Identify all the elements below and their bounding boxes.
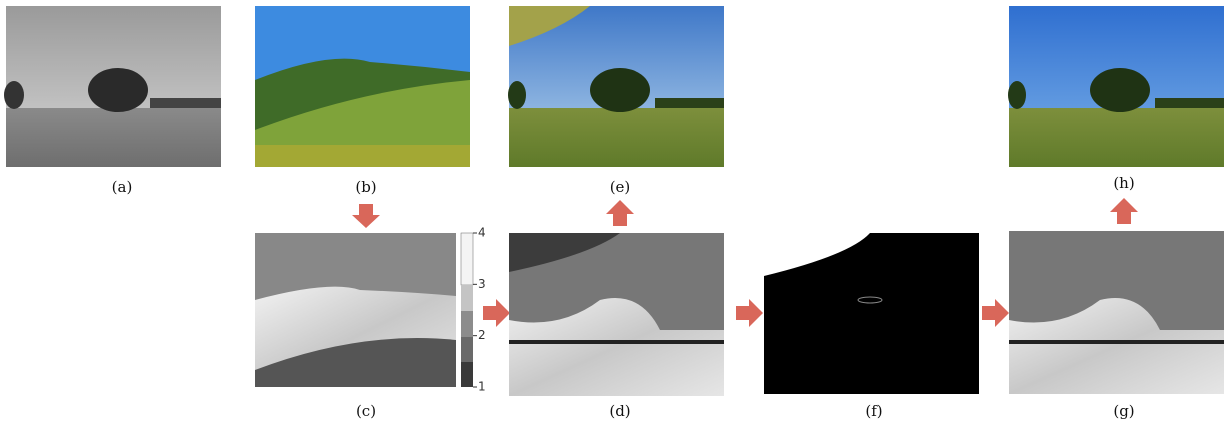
panel-label: (c) — [356, 402, 376, 420]
image-f — [764, 233, 979, 394]
image-h — [1008, 6, 1224, 167]
arrow-right — [483, 299, 510, 327]
image-a — [4, 6, 221, 167]
arrow-right — [982, 299, 1009, 327]
colorbar-tick-label: 2 — [478, 328, 486, 342]
image-g — [1009, 231, 1224, 394]
panel-label: (h) — [1113, 174, 1134, 192]
panel-label: (b) — [355, 178, 376, 196]
panel-label: (e) — [610, 178, 631, 196]
colorbar-tick-label: 3 — [478, 277, 486, 291]
colorbar — [460, 232, 474, 387]
panel-label: (a) — [112, 178, 133, 196]
panel-label: (g) — [1113, 402, 1134, 420]
image-c — [255, 233, 456, 387]
panel-label: (d) — [609, 402, 630, 420]
arrow-down — [352, 204, 380, 228]
colorbar-tick-label: 4 — [478, 226, 486, 240]
panel-label: (f) — [865, 402, 882, 420]
colorbar-tick-label: 1 — [478, 380, 486, 394]
arrow-right — [736, 299, 763, 327]
arrow-up — [606, 200, 634, 226]
arrow-up — [1110, 198, 1138, 224]
image-e — [508, 6, 724, 167]
image-b — [255, 6, 470, 167]
image-d — [509, 233, 724, 396]
